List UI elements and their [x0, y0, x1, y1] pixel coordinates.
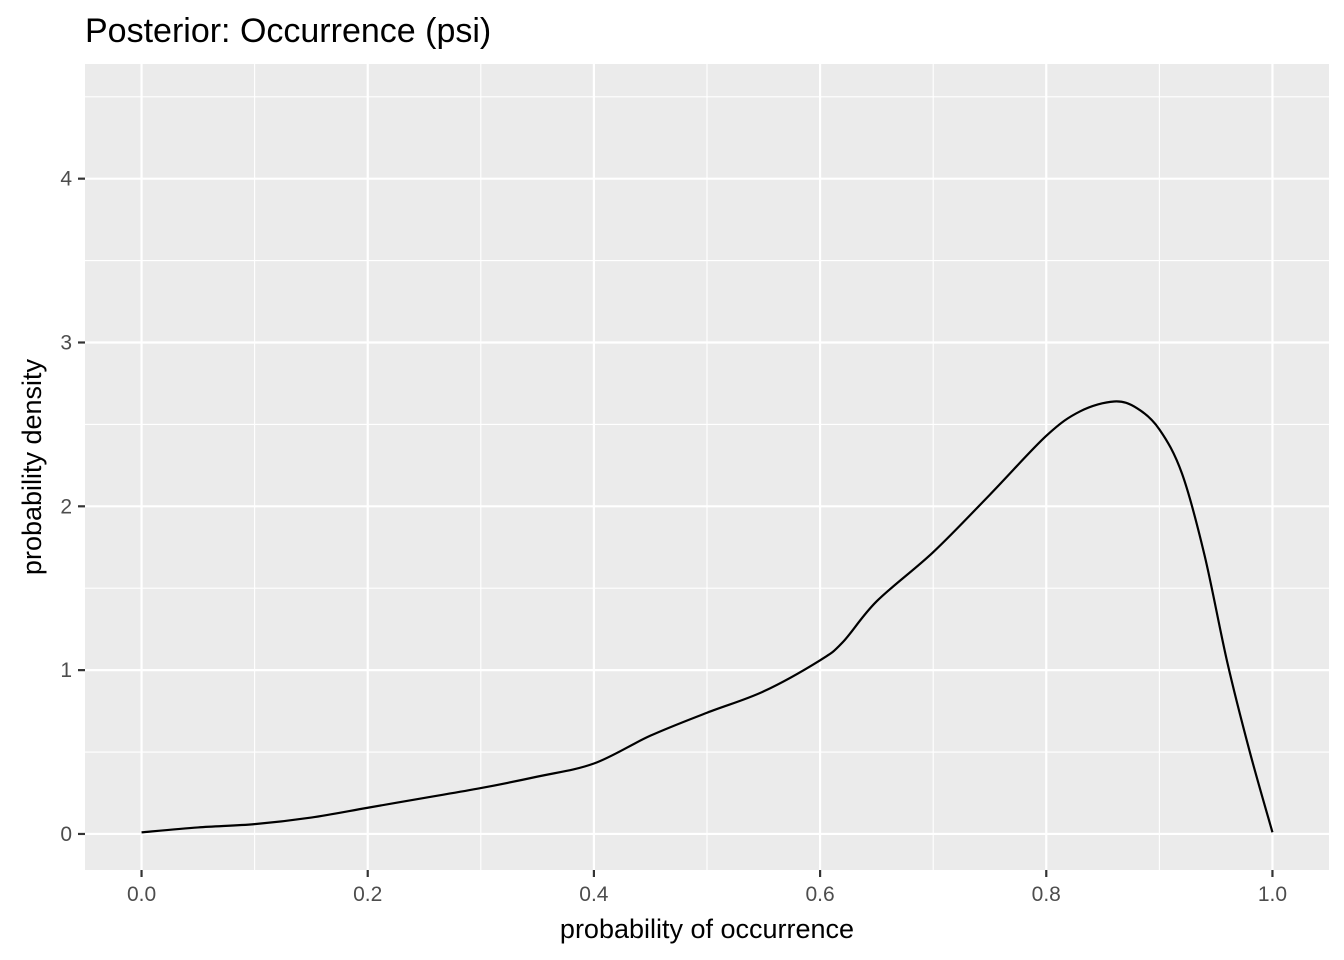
- x-tick-label: 0.0: [127, 883, 156, 906]
- y-tick-label: 3: [60, 331, 72, 354]
- x-axis-title: probability of occurrence: [560, 914, 854, 944]
- density-curve-layer: [141, 400, 1274, 834]
- x-tick-label: 0.8: [1032, 883, 1061, 906]
- y-tick-label: 0: [60, 823, 72, 846]
- x-tick-label: 0.4: [579, 883, 609, 906]
- y-axis: 0 1 2 3 4: [60, 168, 85, 846]
- density-curve: [141, 400, 1274, 834]
- y-tick-label: 4: [60, 168, 72, 191]
- y-tick-label: 2: [60, 495, 72, 518]
- chart-title: Posterior: Occurrence (psi): [85, 12, 491, 50]
- x-tick-label: 1.0: [1258, 883, 1287, 906]
- x-tick-label: 0.2: [353, 883, 382, 906]
- y-axis-title: probability density: [17, 358, 47, 575]
- x-axis: 0.0 0.2 0.4 0.6 0.8 1.0: [127, 870, 1287, 906]
- minor-gridlines: [85, 64, 1329, 870]
- major-gridlines: [85, 64, 1329, 870]
- x-tick-label: 0.6: [805, 883, 834, 906]
- y-tick-label: 1: [60, 659, 72, 682]
